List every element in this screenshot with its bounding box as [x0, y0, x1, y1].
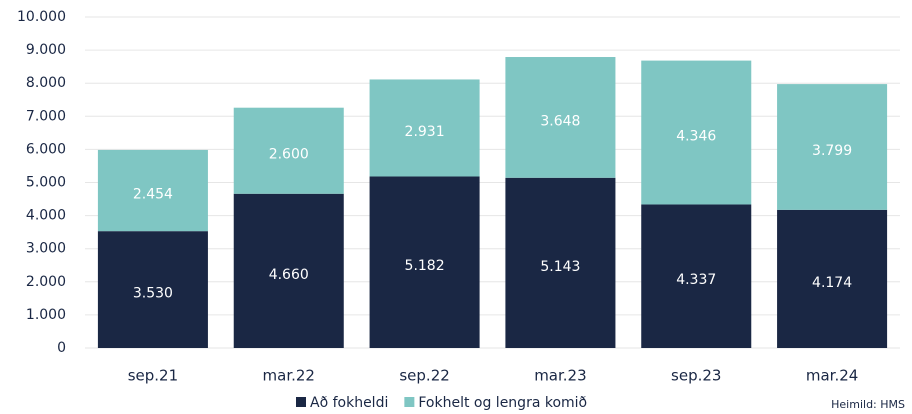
bar-segment [777, 84, 888, 210]
bar-segment [369, 176, 480, 348]
value-label: 5.182 [405, 258, 445, 274]
y-tick-label: 9.000 [26, 42, 66, 58]
y-tick-label: 1.000 [26, 307, 66, 323]
bar-segment [777, 209, 888, 348]
value-label: 2.931 [405, 124, 445, 140]
x-tick-label: mar.22 [263, 367, 315, 385]
y-tick-label: 8.000 [26, 75, 66, 91]
value-label: 4.174 [812, 275, 852, 291]
x-tick-label: sep.22 [399, 367, 449, 385]
x-tick-label: sep.23 [671, 367, 721, 385]
bar-segment [97, 149, 208, 232]
value-label: 5.143 [540, 259, 580, 275]
x-tick-label: sep.21 [128, 367, 178, 385]
value-label: 2.454 [133, 187, 173, 203]
value-label: 3.530 [133, 286, 173, 302]
y-tick-label: 10.000 [17, 9, 66, 25]
x-tick-label: mar.23 [534, 367, 586, 385]
bar-segment [505, 57, 616, 178]
y-tick-label: 0 [57, 340, 66, 356]
bar-segment [641, 204, 752, 348]
value-label: 3.799 [812, 143, 852, 159]
bar-segment [97, 231, 208, 348]
bar-segment [233, 107, 344, 194]
y-tick-label: 2.000 [26, 274, 66, 290]
legend-label: Að fokheldi [310, 395, 388, 411]
y-tick-label: 3.000 [26, 241, 66, 257]
x-tick-label: mar.24 [806, 367, 858, 385]
value-label: 4.346 [676, 129, 716, 145]
y-tick-label: 4.000 [26, 208, 66, 224]
legend-swatch [404, 397, 415, 407]
bar-segment [505, 177, 616, 348]
value-label: 2.600 [269, 147, 309, 163]
value-label: 4.337 [676, 272, 716, 288]
bar-segment [233, 193, 344, 348]
value-label: 3.648 [540, 113, 580, 129]
y-tick-label: 7.000 [26, 108, 66, 124]
bar-segment [369, 79, 480, 177]
y-tick-label: 5.000 [26, 175, 66, 191]
legend-label: Fokhelt og lengra komið [418, 395, 587, 411]
bar-segment [641, 60, 752, 205]
value-label: 4.660 [269, 267, 309, 283]
y-tick-label: 6.000 [26, 141, 66, 157]
legend-swatch [296, 397, 306, 407]
source: Heimild: HMS [831, 398, 905, 411]
